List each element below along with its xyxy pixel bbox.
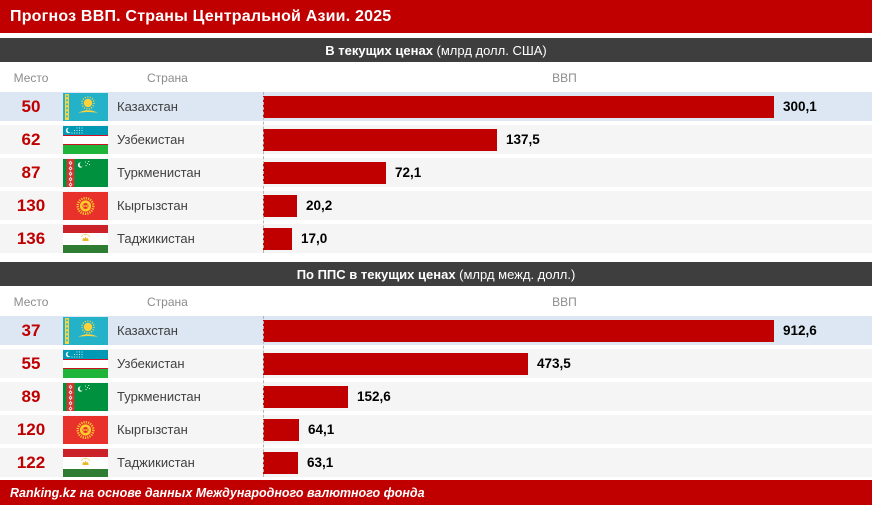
country-name: Таджикистан xyxy=(117,455,195,470)
country-name: Туркменистан xyxy=(117,389,201,404)
gdp-value-label: 473,5 xyxy=(537,356,571,371)
rank-value: 122 xyxy=(16,452,46,472)
gdp-bar xyxy=(263,352,528,375)
flag-turkmenistan-icon xyxy=(63,158,108,187)
source-attribution: Ranking.kz на основе данных Международно… xyxy=(0,480,872,505)
page-title: Прогноз ВВП. Страны Центральной Азии. 20… xyxy=(0,0,872,33)
column-header-gdp: ВВП xyxy=(552,71,577,85)
gdp-bar-cell: 912,6 xyxy=(263,316,872,345)
flag-tajikistan-icon xyxy=(63,224,108,253)
gdp-bar-cell: 17,0 xyxy=(263,224,872,253)
table-section-ppp: 37 Казахстан 912,6 55 Узбекистан 473,5 8… xyxy=(0,316,872,477)
column-header-rank: Место xyxy=(13,295,49,309)
gdp-value-label: 152,6 xyxy=(357,389,391,404)
rank-value: 55 xyxy=(21,353,41,373)
rank-value: 120 xyxy=(16,419,46,439)
rank-value: 62 xyxy=(21,129,41,149)
country-name: Узбекистан xyxy=(117,132,185,147)
table-row: 120 Кыргызстан 64,1 xyxy=(0,415,872,444)
flag-kyrgyzstan-icon xyxy=(63,415,108,444)
column-header-gdp: ВВП xyxy=(552,295,577,309)
flag-turkmenistan-icon xyxy=(63,382,108,411)
column-header-country: Страна xyxy=(147,71,188,85)
table-row: 37 Казахстан 912,6 xyxy=(0,316,872,345)
table-row: 50 Казахстан 300,1 xyxy=(0,92,872,121)
axis-baseline-dashed-line xyxy=(263,92,264,253)
gdp-bar-cell: 64,1 xyxy=(263,415,872,444)
gdp-bar-cell: 300,1 xyxy=(263,92,872,121)
country-name: Кыргызстан xyxy=(117,422,188,437)
gdp-bar xyxy=(263,385,348,408)
flag-kyrgyzstan-icon xyxy=(63,191,108,220)
section-title-unit: (млрд долл. США) xyxy=(432,42,547,58)
gdp-bar xyxy=(263,95,774,118)
gdp-value-label: 64,1 xyxy=(308,422,335,437)
gdp-value-label: 72,1 xyxy=(395,165,422,180)
section-title-unit: (млрд межд. долл.) xyxy=(455,266,576,282)
column-header-rank: Место xyxy=(13,71,49,85)
table-row: 55 Узбекистан 473,5 xyxy=(0,349,872,378)
rank-value: 130 xyxy=(16,195,46,215)
flag-kazakhstan-icon xyxy=(63,92,108,121)
gdp-bar xyxy=(263,194,297,217)
country-name: Казахстан xyxy=(117,323,178,338)
gdp-bar xyxy=(263,128,497,151)
rank-value: 37 xyxy=(21,320,41,340)
gdp-bar xyxy=(263,227,292,250)
rank-value: 87 xyxy=(21,162,41,182)
table-row: 136 Таджикистан 17,0 xyxy=(0,224,872,253)
gdp-bar xyxy=(263,451,298,474)
rank-value: 89 xyxy=(21,386,41,406)
flag-kazakhstan-icon xyxy=(63,316,108,345)
column-header-country: Страна xyxy=(147,295,188,309)
gdp-bar xyxy=(263,418,299,441)
gdp-bar-cell: 63,1 xyxy=(263,448,872,477)
section-header-current-prices: В текущих ценах (млрд долл. США) xyxy=(0,38,872,62)
section-title: По ППС в текущих ценах xyxy=(296,266,456,282)
table-row: 87 Туркменистан 72,1 xyxy=(0,158,872,187)
rank-value: 136 xyxy=(16,228,46,248)
gdp-bar xyxy=(263,319,774,342)
gdp-bar-cell: 72,1 xyxy=(263,158,872,187)
table-row: 130 Кыргызстан 20,2 xyxy=(0,191,872,220)
flag-tajikistan-icon xyxy=(63,448,108,477)
table-row: 62 Узбекистан 137,5 xyxy=(0,125,872,154)
country-name: Узбекистан xyxy=(117,356,185,371)
gdp-bar-cell: 473,5 xyxy=(263,349,872,378)
gdp-value-label: 20,2 xyxy=(306,198,333,213)
gdp-bar-cell: 137,5 xyxy=(263,125,872,154)
table-row: 89 Туркменистан 152,6 xyxy=(0,382,872,411)
country-name: Казахстан xyxy=(117,99,178,114)
table-section-current-prices: 50 Казахстан 300,1 62 Узбекистан 137,5 8… xyxy=(0,92,872,253)
table-row: 122 Таджикистан 63,1 xyxy=(0,448,872,477)
rank-value: 50 xyxy=(21,96,41,116)
country-name: Таджикистан xyxy=(117,231,195,246)
gdp-bar xyxy=(263,161,386,184)
column-headers: Место Страна ВВП xyxy=(0,286,872,316)
section-header-ppp: По ППС в текущих ценах (млрд межд. долл.… xyxy=(0,262,872,286)
column-headers: Место Страна ВВП xyxy=(0,62,872,92)
gdp-value-label: 63,1 xyxy=(307,455,334,470)
gdp-value-label: 912,6 xyxy=(783,323,817,338)
gdp-value-label: 300,1 xyxy=(783,99,817,114)
flag-uzbekistan-icon xyxy=(63,125,108,154)
country-name: Туркменистан xyxy=(117,165,201,180)
gdp-value-label: 137,5 xyxy=(506,132,540,147)
flag-uzbekistan-icon xyxy=(63,349,108,378)
gdp-bar-cell: 20,2 xyxy=(263,191,872,220)
gdp-value-label: 17,0 xyxy=(301,231,328,246)
country-name: Кыргызстан xyxy=(117,198,188,213)
gdp-bar-cell: 152,6 xyxy=(263,382,872,411)
axis-baseline-dashed-line xyxy=(263,316,264,477)
section-title: В текущих ценах xyxy=(325,42,433,58)
